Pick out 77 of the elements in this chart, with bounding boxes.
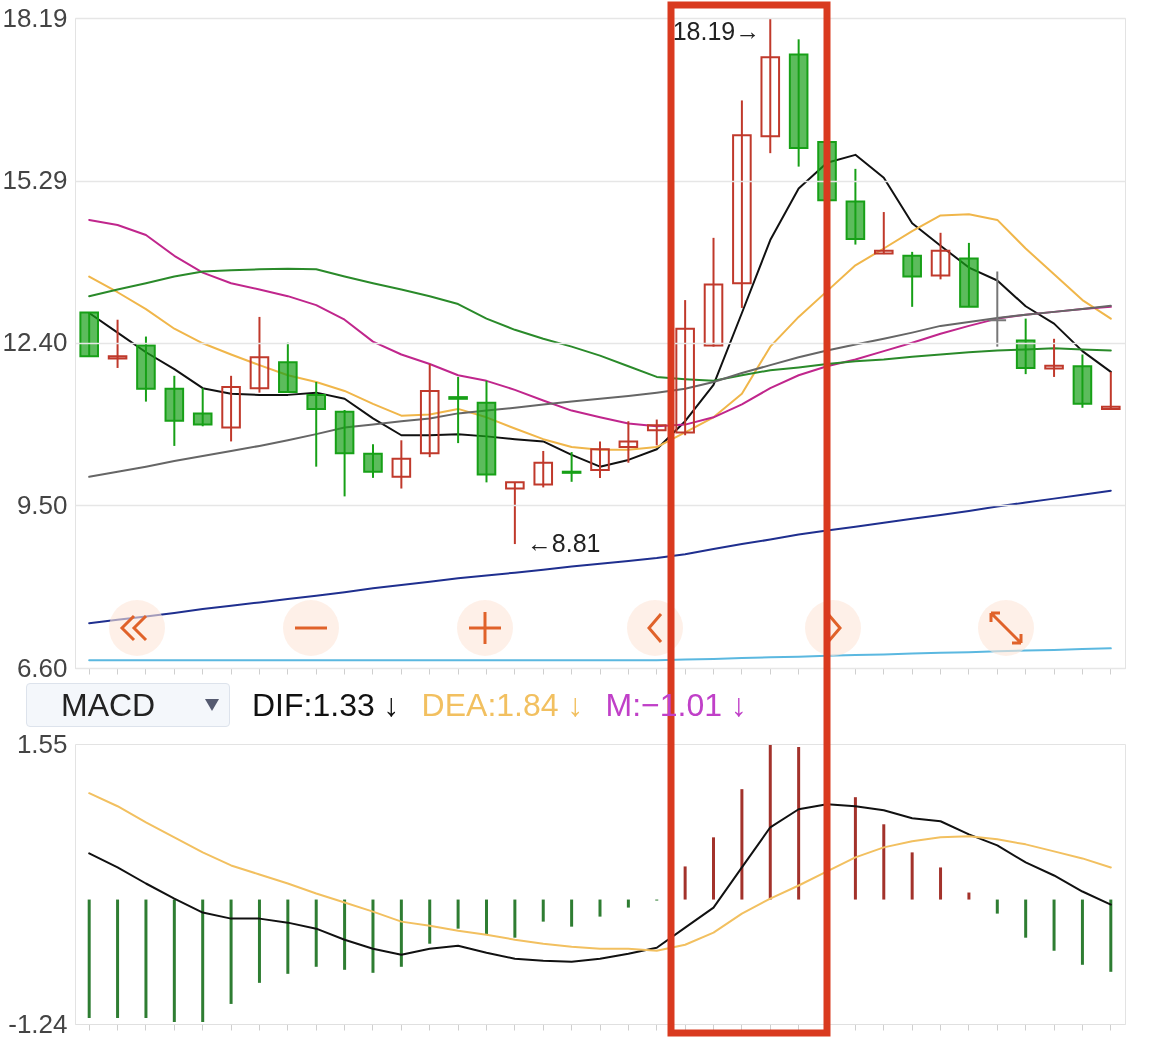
candlestick <box>930 231 951 281</box>
bar <box>399 899 403 967</box>
chart-title: MACD <box>61 686 156 724</box>
annotation: ←8.81 <box>526 529 601 558</box>
candlestick <box>1101 370 1121 410</box>
dropdown-field: MACD <box>26 683 230 727</box>
bar <box>541 899 545 922</box>
bar <box>768 745 772 900</box>
candlestick <box>419 363 440 459</box>
candlestick <box>363 443 383 479</box>
bar <box>1052 899 1056 951</box>
bar <box>683 866 687 900</box>
candlestick <box>221 374 241 443</box>
candlestick <box>561 451 582 483</box>
candlestick <box>987 270 1008 348</box>
bar <box>1024 899 1028 938</box>
bar <box>257 899 261 983</box>
bar <box>144 899 148 1018</box>
candlestick <box>873 211 894 256</box>
bar <box>116 899 120 1018</box>
bar <box>172 899 176 1022</box>
bar <box>201 899 205 1022</box>
bar <box>570 899 574 927</box>
y-tick-label: -1.24 <box>8 1008 68 1039</box>
bar <box>484 899 488 935</box>
bar <box>456 899 460 929</box>
candlestick <box>646 418 667 447</box>
bar <box>797 747 801 900</box>
bar <box>1109 899 1113 972</box>
candlestick <box>902 250 922 308</box>
bar <box>910 852 914 900</box>
line-series <box>88 489 1112 625</box>
bar <box>967 892 971 900</box>
y-tick-label: 9.50 <box>16 489 68 520</box>
bar <box>740 789 744 900</box>
candlestick <box>249 315 270 394</box>
bar <box>882 824 886 900</box>
y-tick-label: 18.19 <box>2 2 68 33</box>
y-tick-label: 15.29 <box>2 165 68 196</box>
candlestick <box>448 375 468 445</box>
candlestick <box>732 99 752 309</box>
candlestick <box>760 17 781 155</box>
bar <box>995 899 999 914</box>
bar <box>598 899 602 917</box>
y-tick-label: 6.60 <box>16 652 68 683</box>
candlestick <box>533 449 554 489</box>
bar <box>371 899 375 973</box>
candlestick <box>703 236 724 348</box>
line-series <box>88 647 1112 662</box>
y-tick-label: 1.55 <box>16 728 68 759</box>
bar <box>428 899 432 944</box>
candlestick <box>192 387 213 428</box>
line-series <box>88 304 1112 478</box>
candlestick <box>618 420 639 464</box>
candlestick <box>306 380 327 468</box>
bar <box>939 867 943 900</box>
y-tick-label: 12.40 <box>2 327 68 358</box>
bar <box>343 899 347 970</box>
candlestick <box>107 318 128 369</box>
text: DEA:1.84 ↓ <box>421 686 584 724</box>
candlestick <box>1044 337 1064 378</box>
text: DIF:1.33 ↓ <box>252 686 400 724</box>
bar <box>229 899 233 1004</box>
line-series <box>88 267 1112 382</box>
candlestick <box>590 440 610 479</box>
candlestick <box>391 439 412 490</box>
bar <box>626 899 630 908</box>
bar <box>712 837 716 900</box>
bar <box>1080 899 1084 965</box>
candlestick <box>505 481 525 546</box>
annotation: 18.19→ <box>672 17 761 45</box>
bar <box>286 899 290 974</box>
bar <box>853 797 857 900</box>
candlestick <box>675 299 695 437</box>
bar <box>314 899 318 967</box>
bar <box>513 899 517 938</box>
bar <box>87 899 91 1018</box>
